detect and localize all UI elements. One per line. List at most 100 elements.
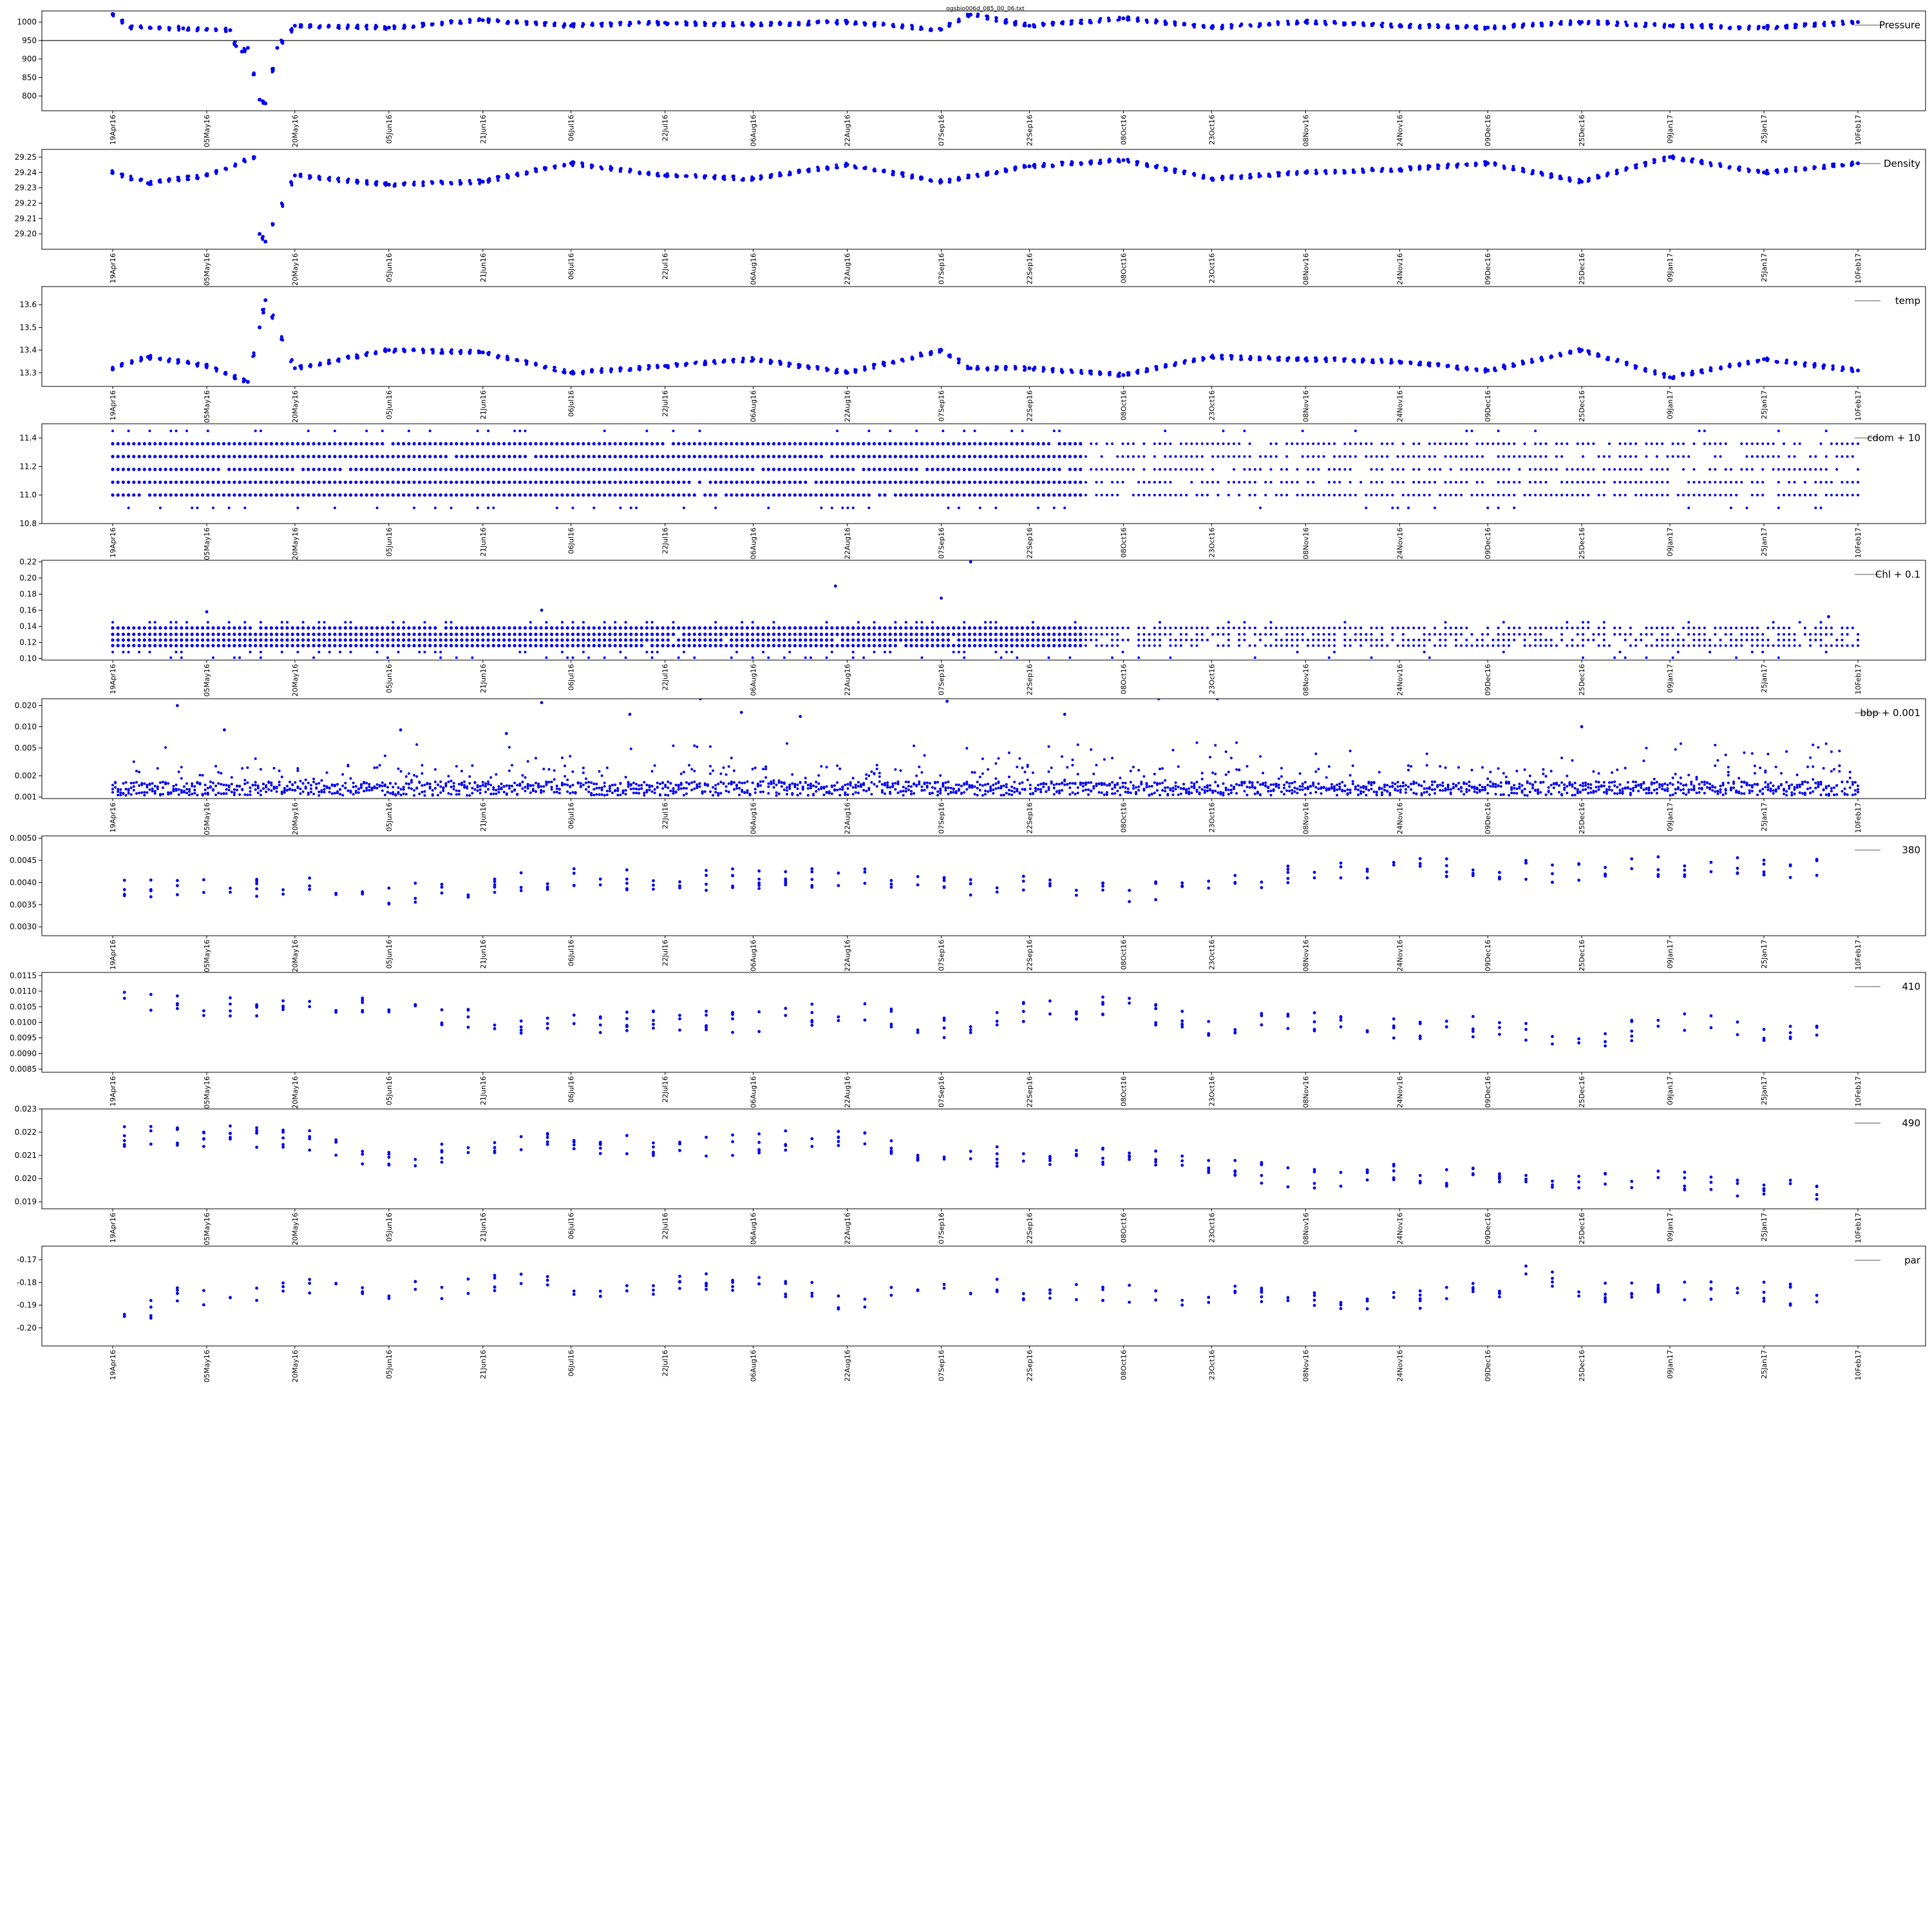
data-point <box>1662 155 1666 159</box>
x-tick-label: 05Jun16 <box>385 253 393 282</box>
data-point <box>1020 468 1025 471</box>
data-point <box>942 430 945 433</box>
data-point <box>1380 480 1383 484</box>
data-point <box>599 165 603 169</box>
data-point <box>487 430 490 433</box>
data-point <box>1370 442 1373 445</box>
data-point <box>1456 163 1459 167</box>
data-point <box>381 480 384 484</box>
data-point <box>999 455 1003 459</box>
data-point <box>440 182 444 185</box>
data-point <box>629 442 633 446</box>
data-point <box>1624 20 1627 24</box>
data-point <box>613 493 617 497</box>
data-point <box>146 181 150 185</box>
data-point <box>1544 442 1548 445</box>
data-point <box>1211 455 1215 458</box>
data-point <box>888 455 892 459</box>
data-point <box>1116 374 1120 378</box>
data-point <box>1434 455 1436 458</box>
data-point <box>1486 161 1490 166</box>
data-point <box>1766 24 1770 27</box>
data-point <box>1465 442 1468 445</box>
data-point <box>1287 23 1291 26</box>
x-tick-label: 07Sep16 <box>938 527 946 559</box>
data-point <box>1372 168 1375 172</box>
data-point <box>296 442 299 446</box>
data-point <box>1317 442 1320 445</box>
x-tick-label: 19Apr16 <box>109 390 117 421</box>
data-point <box>941 493 945 497</box>
data-point <box>370 442 374 446</box>
data-point <box>1202 24 1206 28</box>
data-point <box>1370 455 1373 458</box>
data-point <box>772 442 776 446</box>
data-point <box>1164 430 1167 433</box>
data-point <box>967 442 971 446</box>
data-point <box>618 167 622 171</box>
data-point <box>401 182 405 185</box>
data-point <box>724 480 728 484</box>
data-point <box>1365 442 1368 445</box>
data-point <box>328 455 332 459</box>
data-point <box>857 442 860 446</box>
data-point <box>224 30 228 33</box>
data-point <box>386 25 391 30</box>
data-point <box>994 455 998 459</box>
data-point <box>1100 493 1103 497</box>
data-point <box>958 19 961 23</box>
data-point <box>893 480 897 484</box>
data-point <box>1492 493 1495 497</box>
data-point <box>289 180 292 184</box>
data-point <box>1010 468 1014 471</box>
data-point <box>1513 506 1516 509</box>
data-point <box>1460 455 1463 458</box>
data-point <box>804 442 808 446</box>
data-point <box>433 468 437 471</box>
data-point <box>862 493 866 497</box>
data-point <box>826 368 830 372</box>
data-point <box>1470 430 1473 433</box>
data-point <box>1349 468 1352 471</box>
data-point <box>1267 355 1271 359</box>
data-point <box>936 455 940 459</box>
data-point <box>878 493 882 497</box>
x-tick-label: 22Aug16 <box>844 527 852 559</box>
data-point <box>1794 363 1797 366</box>
data-point <box>190 468 194 471</box>
data-point <box>1182 361 1186 365</box>
data-point <box>560 442 564 446</box>
data-point <box>211 493 215 497</box>
data-point <box>1031 455 1035 459</box>
data-point <box>1616 21 1619 24</box>
data-point <box>1497 493 1500 497</box>
data-point <box>899 480 903 484</box>
data-point <box>1428 23 1432 26</box>
data-point <box>883 455 887 459</box>
data-point <box>116 468 120 471</box>
data-point <box>1121 442 1124 445</box>
data-point <box>772 455 776 459</box>
data-point <box>891 169 895 173</box>
data-point <box>450 442 453 446</box>
data-point <box>254 430 257 433</box>
data-point <box>417 455 421 459</box>
data-point <box>1391 506 1394 509</box>
data-point <box>1587 176 1591 180</box>
data-point <box>1492 468 1495 471</box>
data-point <box>782 468 786 471</box>
data-point <box>1314 19 1318 23</box>
data-point <box>318 25 322 29</box>
data-point <box>407 493 411 497</box>
data-point <box>402 480 406 484</box>
data-point <box>694 361 697 365</box>
data-point <box>1365 455 1368 458</box>
data-point <box>180 468 184 471</box>
data-point <box>290 30 294 34</box>
data-point <box>497 354 500 357</box>
data-point <box>687 442 691 446</box>
data-point <box>976 15 980 18</box>
data-point <box>1116 455 1119 458</box>
data-point <box>892 360 896 364</box>
y-tick-label: 11.0 <box>19 491 37 500</box>
